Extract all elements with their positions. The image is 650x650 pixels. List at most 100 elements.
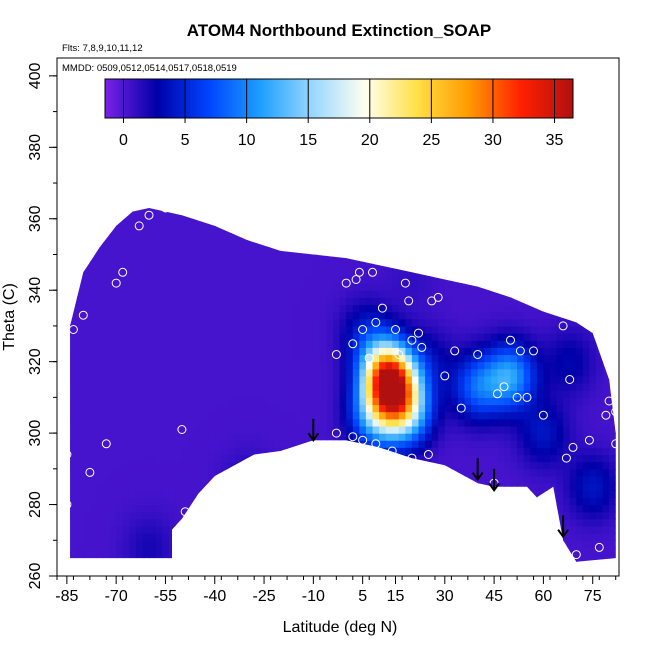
field-cell — [497, 240, 505, 248]
field-cell — [90, 183, 97, 191]
field-cell — [293, 261, 301, 270]
field-cell — [181, 461, 190, 470]
field-cell — [490, 283, 498, 291]
field-cell — [129, 504, 137, 513]
field-cell — [471, 497, 479, 506]
field-cell — [135, 240, 144, 248]
field-cell — [155, 476, 163, 484]
field-cell — [254, 547, 262, 556]
field-cell — [129, 268, 137, 277]
field-cell — [280, 275, 288, 284]
field-cell — [431, 468, 439, 477]
field-cell — [57, 276, 64, 284]
field-cell — [379, 211, 387, 220]
field-cell — [260, 554, 268, 562]
field-cell — [280, 304, 288, 313]
field-cell — [254, 354, 262, 363]
field-cell — [57, 405, 64, 413]
field-cell — [484, 169, 491, 177]
field-cell — [438, 275, 446, 284]
field-cell — [300, 461, 308, 470]
field-cell — [175, 304, 183, 313]
field-cell — [129, 275, 137, 284]
field-cell — [339, 218, 347, 227]
field-cell — [438, 554, 446, 562]
field-cell — [458, 347, 466, 356]
field-cell — [458, 318, 466, 327]
field-cell — [122, 518, 130, 527]
field-cell — [306, 383, 314, 391]
field-cell — [195, 411, 203, 420]
field-cell — [340, 140, 347, 148]
field-cell — [103, 433, 111, 441]
field-cell — [83, 155, 90, 163]
field-cell — [267, 390, 275, 398]
field-cell — [444, 297, 452, 306]
field-cell — [96, 297, 104, 306]
field-cell — [162, 140, 169, 148]
field-cell — [431, 540, 439, 548]
field-cell — [464, 390, 472, 398]
field-cell — [135, 254, 144, 263]
field-cell — [385, 433, 393, 441]
field-cell — [260, 440, 268, 448]
field-cell — [136, 176, 143, 184]
field-cell — [319, 383, 328, 391]
field-cell — [320, 126, 327, 134]
field-cell — [201, 247, 209, 255]
field-cell — [497, 208, 505, 213]
field-cell — [431, 454, 439, 463]
field-cell — [149, 554, 157, 562]
field-cell — [373, 119, 380, 127]
field-cell — [365, 461, 374, 470]
field-cell — [70, 533, 78, 541]
field-cell — [458, 183, 465, 191]
field-cell — [504, 447, 512, 456]
field-cell — [458, 268, 466, 277]
field-cell — [484, 361, 492, 370]
field-cell — [306, 268, 314, 277]
field-cell — [208, 208, 216, 213]
field-cell — [444, 261, 452, 270]
field-cell — [392, 533, 400, 541]
field-cell — [162, 511, 170, 520]
field-cell — [431, 311, 439, 320]
field-cell — [248, 69, 255, 77]
field-cell — [300, 468, 308, 477]
field-cell — [490, 518, 498, 527]
field-cell — [103, 233, 111, 241]
field-cell — [333, 225, 341, 234]
field-cell — [464, 554, 472, 562]
field-cell — [214, 390, 222, 398]
field-cell — [339, 533, 347, 541]
field-cell — [96, 526, 104, 534]
field-cell — [228, 147, 235, 155]
field-cell — [274, 562, 281, 570]
field-cell — [359, 454, 367, 463]
field-cell — [411, 461, 420, 470]
field-cell — [260, 283, 268, 291]
field-cell — [326, 418, 334, 427]
field-cell — [175, 368, 183, 377]
field-cell — [70, 183, 77, 191]
field-cell — [195, 476, 203, 484]
field-cell — [260, 454, 268, 463]
field-cell — [320, 119, 327, 127]
field-cell — [346, 69, 353, 77]
field-cell — [451, 411, 459, 420]
field-cell — [122, 297, 130, 306]
field-cell — [444, 304, 452, 313]
field-cell — [89, 447, 98, 456]
field-cell — [458, 283, 466, 291]
field-cell — [70, 447, 78, 456]
field-cell — [208, 554, 216, 562]
field-cell — [405, 69, 412, 77]
field-cell — [326, 340, 334, 348]
field-cell — [365, 347, 374, 356]
field-cell — [168, 247, 176, 255]
field-cell — [339, 397, 347, 406]
field-cell — [444, 461, 452, 470]
field-cell — [129, 390, 137, 398]
field-cell — [398, 254, 406, 263]
field-cell — [300, 325, 308, 334]
